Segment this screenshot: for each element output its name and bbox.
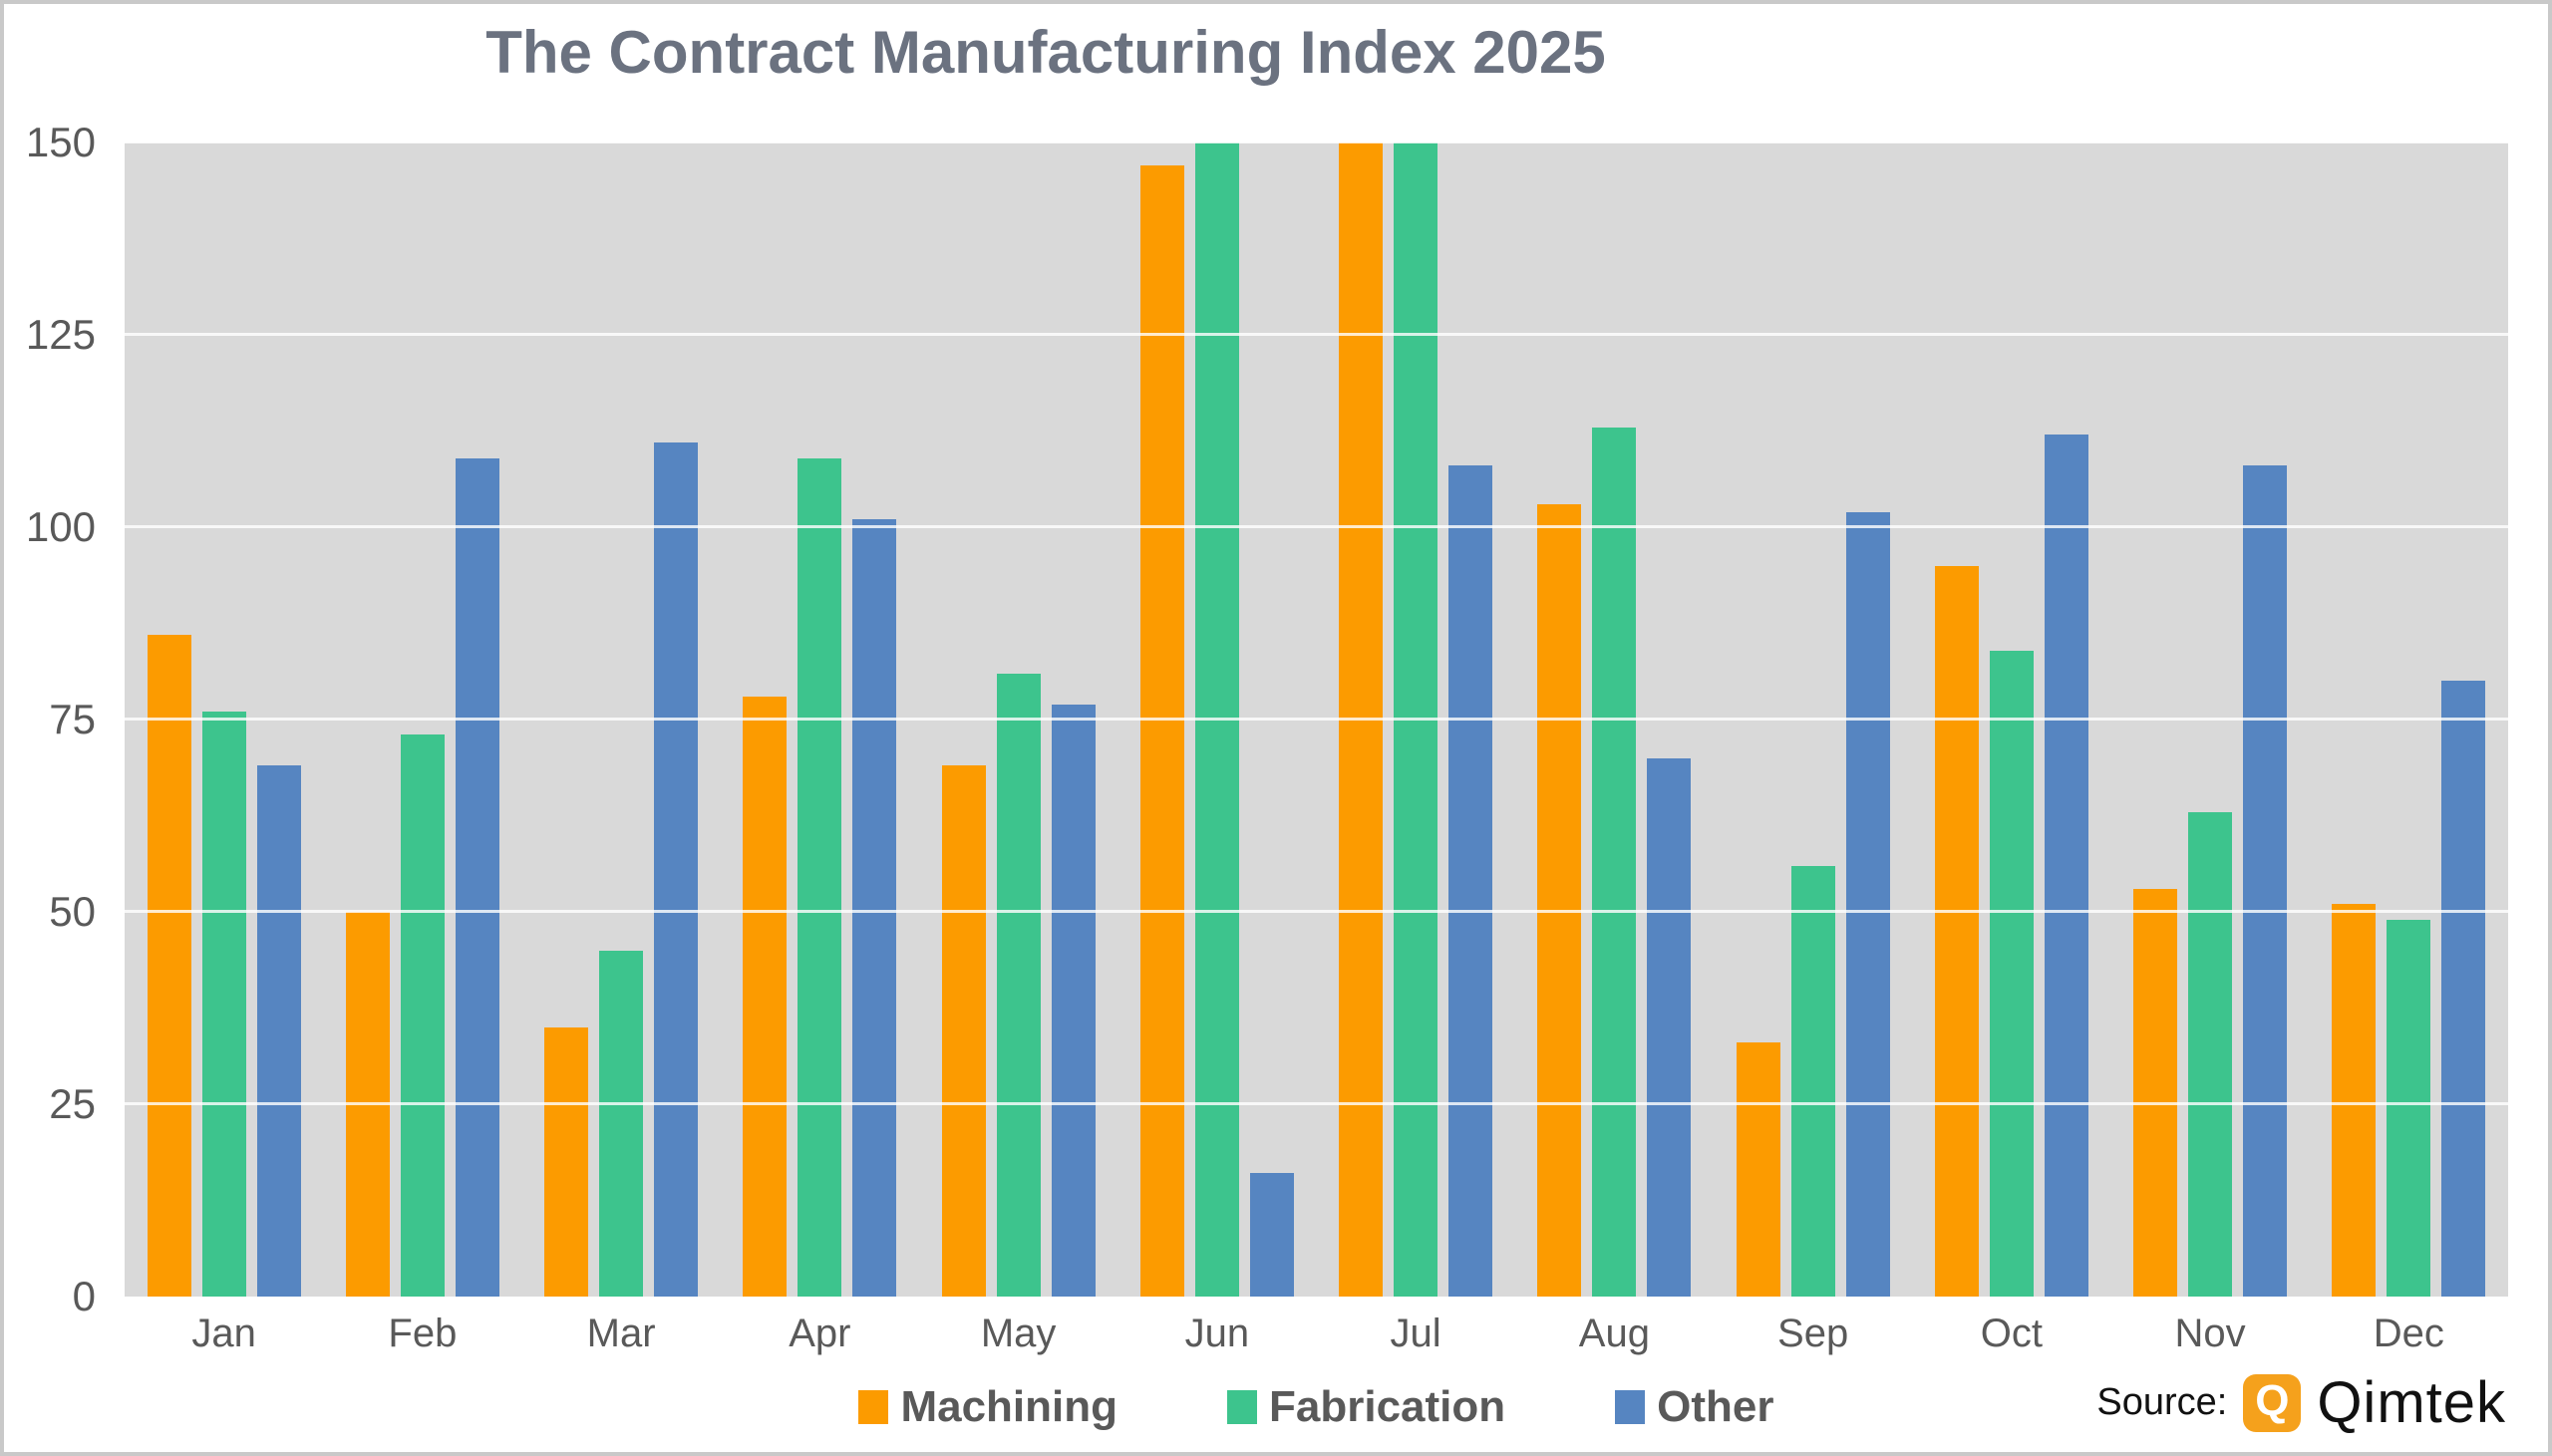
bar-fabrication-apr — [798, 457, 842, 1297]
source-label: Source: — [2096, 1381, 2228, 1423]
bar-other-dec — [2441, 681, 2486, 1297]
legend-label: Fabrication — [1269, 1382, 1506, 1431]
bar-other-oct — [2044, 435, 2088, 1297]
bar-fabrication-sep — [1790, 865, 1835, 1297]
y-tick-label: 125 — [25, 311, 96, 358]
qimtek-q-icon: Q — [2243, 1373, 2302, 1432]
y-tick-label: 150 — [25, 119, 96, 165]
legend-swatch-machining — [858, 1390, 889, 1424]
bar-fabrication-aug — [1592, 427, 1637, 1297]
bar-machining-jan — [147, 635, 191, 1297]
bar-other-apr — [852, 519, 897, 1297]
legend-item-fabrication: Fabrication — [1227, 1382, 1505, 1432]
bar-fabrication-oct — [1989, 650, 2034, 1297]
bar-group-oct — [1912, 143, 2110, 1297]
bar-other-mar — [654, 442, 699, 1297]
bar-group-nov — [2111, 143, 2310, 1297]
legend-label: Machining — [900, 1382, 1118, 1431]
x-tick-label-aug: Aug — [1578, 1311, 1650, 1355]
x-tick-label-may: May — [980, 1311, 1057, 1355]
legend-item-other: Other — [1615, 1382, 1774, 1432]
bar-machining-dec — [2332, 904, 2377, 1297]
bar-other-jul — [1448, 465, 1493, 1297]
bar-group-mar — [522, 143, 721, 1297]
bar-machining-aug — [1537, 503, 1582, 1297]
bar-group-sep — [1714, 143, 1912, 1297]
y-tick-label: 100 — [25, 503, 96, 550]
bar-machining-apr — [743, 696, 788, 1297]
chart-title: The Contract Manufacturing Index 2025 — [485, 19, 1606, 86]
x-tick-label-sep: Sep — [1777, 1311, 1849, 1355]
bar-other-nov — [2243, 465, 2288, 1297]
source-brand: Qimtek — [2317, 1370, 2506, 1435]
x-tick-label-apr: Apr — [789, 1311, 851, 1355]
x-tick-label-oct: Oct — [1980, 1311, 2043, 1355]
bar-fabrication-may — [996, 673, 1041, 1297]
source-attribution: Source: Q Qimtek — [2096, 1369, 2506, 1436]
x-tick-label-jun: Jun — [1184, 1311, 1250, 1355]
y-axis: 0 25 50 75 100 125 150 — [4, 119, 114, 1319]
x-axis: Jan Feb Mar Apr May Jun Jul Aug Sep Oct Nov Dec — [125, 1311, 2508, 1356]
plot-area — [125, 141, 2508, 1297]
x-tick-label-dec: Dec — [2373, 1311, 2444, 1355]
gridline — [125, 141, 2508, 144]
bar-machining-nov — [2133, 888, 2178, 1297]
bar-group-feb — [323, 143, 521, 1297]
bar-other-sep — [1845, 511, 1890, 1297]
gridline — [125, 718, 2508, 721]
gridline — [125, 525, 2508, 529]
bar-fabrication-mar — [599, 950, 644, 1297]
bar-machining-sep — [1736, 1042, 1780, 1297]
x-tick-label-jul: Jul — [1390, 1311, 1441, 1355]
legend: Machining Fabrication Other — [125, 1382, 2508, 1432]
x-tick-label-nov: Nov — [2174, 1311, 2246, 1355]
legend-swatch-fabrication — [1227, 1390, 1258, 1424]
bar-group-dec — [2310, 143, 2508, 1297]
bar-other-may — [1051, 704, 1096, 1297]
y-tick-label: 50 — [49, 888, 96, 935]
y-tick-label: 75 — [49, 696, 96, 742]
bar-other-aug — [1647, 757, 1692, 1297]
bar-other-feb — [455, 457, 499, 1297]
bar-machining-oct — [1934, 565, 1979, 1297]
y-tick-label: 0 — [72, 1273, 96, 1319]
y-tick-label: 25 — [49, 1080, 96, 1127]
bar-machining-may — [941, 765, 986, 1297]
bar-machining-jun — [1139, 165, 1184, 1297]
legend-item-machining: Machining — [858, 1382, 1117, 1432]
bar-fabrication-dec — [2387, 919, 2431, 1297]
bar-group-apr — [721, 143, 919, 1297]
x-tick-label-jan: Jan — [191, 1311, 256, 1355]
bar-fabrication-feb — [400, 734, 445, 1297]
legend-label: Other — [1657, 1382, 1774, 1431]
gridline — [125, 333, 2508, 336]
bar-group-may — [919, 143, 1117, 1297]
bar-fabrication-nov — [2188, 811, 2233, 1297]
gridline — [125, 910, 2508, 914]
bar-other-jun — [1249, 1173, 1294, 1297]
qimtek-q-letter: Q — [2255, 1375, 2290, 1425]
bar-other-jan — [256, 765, 301, 1297]
bar-fabrication-jan — [201, 712, 246, 1297]
bar-group-jan — [125, 143, 323, 1297]
x-tick-label-feb: Feb — [388, 1311, 458, 1355]
legend-swatch-other — [1615, 1390, 1646, 1424]
x-tick-label-mar: Mar — [586, 1311, 656, 1355]
gridline — [125, 1102, 2508, 1106]
bar-groups — [125, 143, 2508, 1297]
bar-group-aug — [1515, 143, 1714, 1297]
bar-machining-mar — [544, 1026, 589, 1297]
